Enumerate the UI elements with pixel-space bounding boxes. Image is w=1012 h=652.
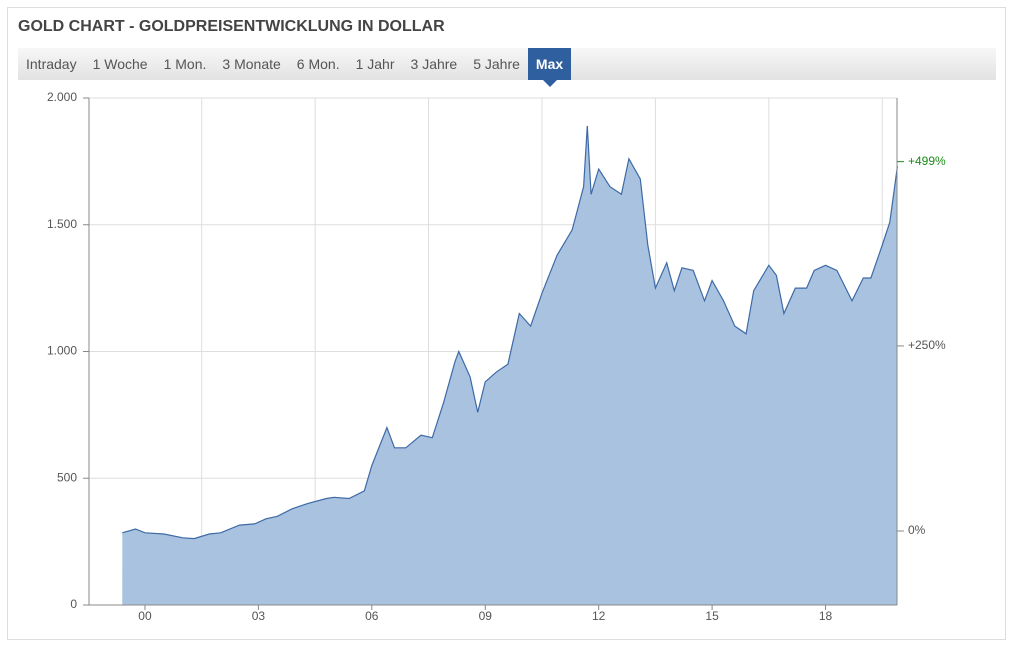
change-label: +499% [908, 154, 946, 168]
x-tick-label: 15 [705, 609, 719, 623]
y-tick-label: 0 [70, 597, 77, 611]
y-tick-label: 500 [57, 470, 77, 484]
tab[interactable]: Max [527, 48, 572, 87]
tab[interactable]: 1 Mon. [163, 56, 207, 72]
line [122, 125, 898, 540]
tab[interactable]: 1 Woche [92, 56, 148, 72]
tab[interactable]: 6 Mon. [296, 56, 340, 72]
title: GOLD CHART - GOLDPREISENTWICKLUNG IN DOL… [18, 18, 445, 35]
tab[interactable]: 3 Monate [222, 56, 281, 72]
x-tick-label: 06 [365, 609, 379, 623]
tab[interactable]: 5 Jahre [473, 56, 520, 72]
y-tick-label: 2.000 [47, 90, 77, 104]
y-tick-label: 1.000 [47, 344, 77, 358]
tab[interactable]: 1 Jahr [355, 56, 395, 72]
x-tick-label: 03 [252, 609, 266, 623]
panel [7, 7, 1006, 640]
tab-bar: Intraday 1 Woche 1 Mon. 3 Monate 6 Mon. 1 Jah… [18, 48, 996, 87]
area [122, 125, 898, 606]
y2-tick-label: +250% [908, 338, 946, 352]
y-tick-label: 1.500 [47, 217, 77, 231]
x-tick-label: 09 [479, 609, 493, 623]
x-tick-label: 18 [819, 609, 833, 623]
tab[interactable]: Intraday [26, 56, 77, 72]
x-tick-label: 00 [138, 609, 152, 623]
tab[interactable]: 3 Jahre [410, 56, 458, 72]
x-tick-label: 12 [592, 609, 606, 623]
y2-tick-label: 0% [908, 523, 926, 537]
